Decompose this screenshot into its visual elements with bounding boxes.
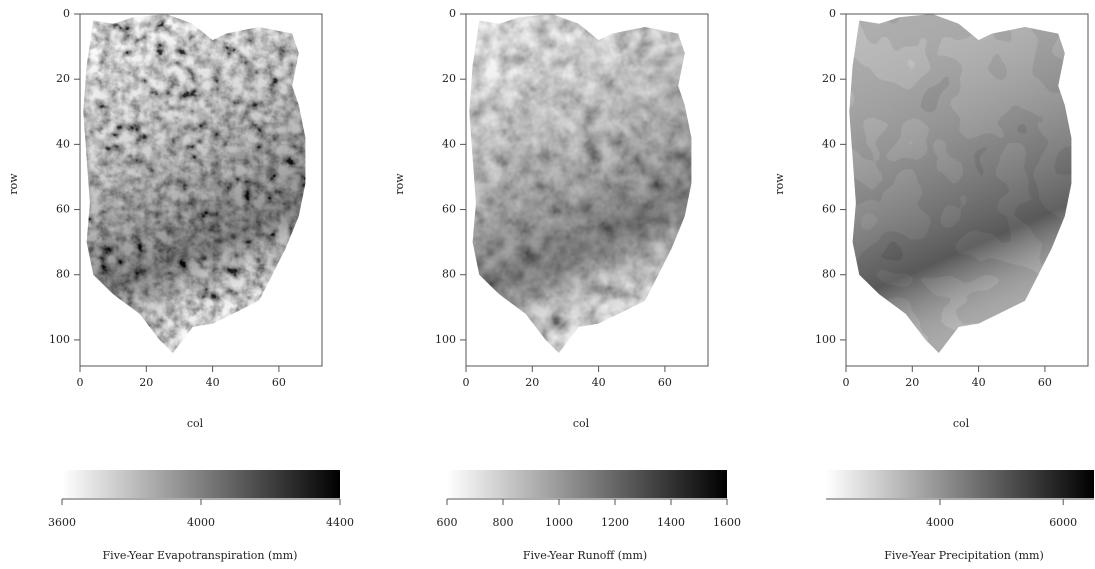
colorbar	[447, 470, 727, 498]
colorbar-label: Five-Year Precipitation (mm)	[884, 549, 1043, 562]
plot-frame	[465, 13, 709, 367]
colorbar-tick-label: 4000	[926, 516, 954, 529]
raster-shade	[469, 14, 692, 353]
y-tick-label: 0	[63, 7, 70, 20]
colorbar-tick-label: 1200	[601, 516, 629, 529]
y-tick-label: 20	[822, 72, 836, 85]
colorbar-label: Five-Year Evapotranspiration (mm)	[103, 549, 298, 562]
colorbar-tick-label: 800	[493, 516, 514, 529]
y-tick-label: 40	[822, 137, 836, 150]
y-tick-label: 80	[442, 268, 456, 281]
x-tick-label: 20	[139, 376, 153, 389]
colorbar-tick-label: 6000	[1049, 516, 1077, 529]
colorbar-tick-label: 3600	[48, 516, 76, 529]
y-axis-label: row	[773, 173, 786, 195]
raster	[83, 14, 306, 353]
y-tick-label: 40	[56, 137, 70, 150]
colorbar-tick-label: 600	[437, 516, 458, 529]
colorbar-tick-label: 1600	[713, 516, 741, 529]
raster	[849, 14, 1072, 353]
y-tick-label: 80	[822, 268, 836, 281]
y-tick-label: 60	[442, 203, 456, 216]
y-tick-label: 40	[442, 137, 456, 150]
y-tick-label: 100	[49, 333, 70, 346]
y-tick-label: 100	[435, 333, 456, 346]
x-tick-label: 20	[525, 376, 539, 389]
y-axis-label: row	[7, 173, 20, 195]
x-axis-label: col	[187, 417, 204, 430]
colorbar-tick-label: 4000	[187, 516, 215, 529]
y-tick-label: 20	[56, 72, 70, 85]
x-tick-label: 0	[463, 376, 470, 389]
x-tick-label: 60	[1038, 376, 1052, 389]
y-tick-label: 60	[822, 203, 836, 216]
colorbar-tick-label: 1000	[545, 516, 573, 529]
raster-shade	[849, 14, 1072, 353]
x-tick-label: 60	[658, 376, 672, 389]
colorbar	[826, 470, 1094, 498]
plot-frame	[845, 13, 1089, 367]
y-tick-label: 80	[56, 268, 70, 281]
x-axis-label: col	[953, 417, 970, 430]
plot-frame	[79, 13, 323, 367]
x-axis-label: col	[573, 417, 590, 430]
y-tick-label: 60	[56, 203, 70, 216]
raster-shade	[83, 14, 306, 353]
x-tick-label: 40	[972, 376, 986, 389]
colorbar-tick-label: 4400	[326, 516, 354, 529]
raster	[469, 14, 692, 353]
colorbar-label: Five-Year Runoff (mm)	[523, 549, 647, 562]
y-axis-label: row	[393, 173, 406, 195]
y-tick-label: 100	[815, 333, 836, 346]
x-tick-label: 60	[272, 376, 286, 389]
x-tick-label: 40	[592, 376, 606, 389]
colorbar-tick-label: 1400	[657, 516, 685, 529]
x-tick-label: 40	[206, 376, 220, 389]
x-tick-label: 20	[905, 376, 919, 389]
x-tick-label: 0	[77, 376, 84, 389]
colorbar	[62, 470, 340, 498]
y-tick-label: 0	[449, 7, 456, 20]
x-tick-label: 0	[843, 376, 850, 389]
y-tick-label: 0	[829, 7, 836, 20]
y-tick-label: 20	[442, 72, 456, 85]
